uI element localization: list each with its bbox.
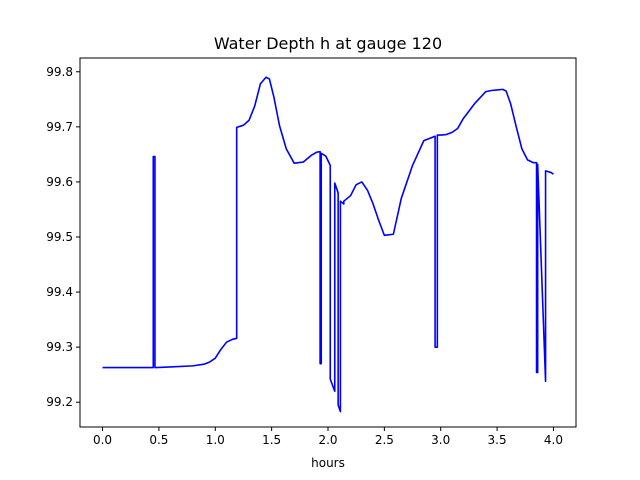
chart-title: Water Depth h at gauge 120 — [214, 34, 442, 53]
y-tick-label: 99.7 — [46, 120, 73, 134]
x-axis: 0.0 0.5 1.0 1.5 2.0 2.5 3.0 3.5 4.0 — [93, 427, 563, 447]
x-tick-label: 2.0 — [318, 433, 337, 447]
series-layer — [102, 76, 554, 413]
y-axis: 99.2 99.3 99.4 99.5 99.6 99.7 99.8 — [46, 65, 80, 409]
y-tick-label: 99.8 — [46, 65, 73, 79]
x-tick-label: 2.5 — [375, 433, 394, 447]
x-tick-label: 3.5 — [488, 433, 507, 447]
y-tick-label: 99.4 — [46, 285, 73, 299]
x-tick-label: 0.0 — [93, 433, 112, 447]
x-tick-label: 4.0 — [544, 433, 563, 447]
y-tick-label: 99.2 — [46, 395, 73, 409]
x-tick-label: 1.5 — [262, 433, 281, 447]
y-tick-label: 99.5 — [46, 230, 73, 244]
y-tick-label: 99.6 — [46, 175, 73, 189]
series-line — [102, 76, 554, 413]
x-tick-label: 1.0 — [206, 433, 225, 447]
x-tick-label: 3.0 — [431, 433, 450, 447]
x-axis-label: hours — [311, 456, 345, 470]
x-tick-label: 0.5 — [149, 433, 168, 447]
y-tick-label: 99.3 — [46, 340, 73, 354]
